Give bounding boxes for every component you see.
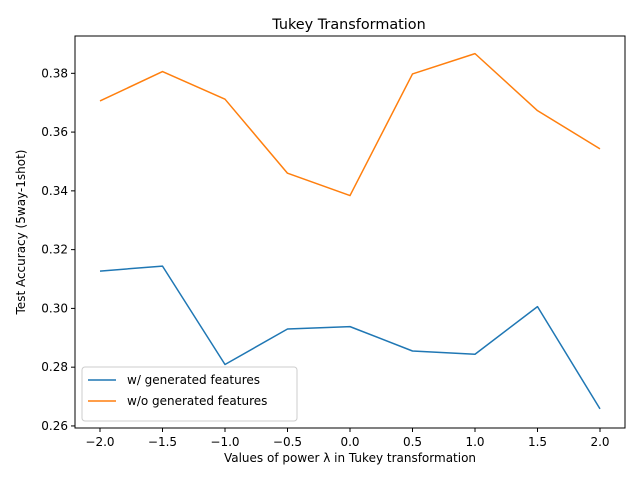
x-tick-label: −2.0 xyxy=(85,435,114,449)
x-tick-label: −1.5 xyxy=(148,435,177,449)
x-tick-label: −1.0 xyxy=(210,435,239,449)
legend-box xyxy=(81,366,298,422)
x-tick-label: 0.0 xyxy=(340,435,359,449)
series-line-2 xyxy=(99,52,601,197)
x-tick-label: 2.0 xyxy=(590,435,609,449)
y-tick-label: 0.36 xyxy=(41,125,68,139)
x-tick-label: 1.0 xyxy=(465,435,484,449)
y-axis-label: Test Accuracy (5way-1shot) xyxy=(14,150,28,316)
plot-lines xyxy=(99,52,601,410)
legend-label-series-2: w/o generated features xyxy=(127,394,267,408)
y-tick-label: 0.34 xyxy=(41,184,68,198)
series-line-1 xyxy=(99,265,601,410)
x-axis-ticks: −2.0 −1.5 −1.0 −0.5 0.0 0.5 1.0 1.5 2.0 xyxy=(85,428,610,449)
x-axis-label: Values of power λ in Tukey transformatio… xyxy=(224,451,476,465)
x-tick-label: 0.5 xyxy=(403,435,422,449)
chart-title: Tukey Transformation xyxy=(271,17,425,33)
y-tick-label: 0.30 xyxy=(41,301,68,315)
y-tick-label: 0.32 xyxy=(41,243,68,257)
y-tick-label: 0.26 xyxy=(41,419,68,433)
y-tick-label: 0.28 xyxy=(41,360,68,374)
x-tick-label: −0.5 xyxy=(273,435,302,449)
legend-label-series-1: w/ generated features xyxy=(127,373,260,387)
y-tick-label: 0.38 xyxy=(41,66,68,80)
y-axis-ticks: 0.26 0.28 0.30 0.32 0.34 0.36 0.38 xyxy=(41,66,75,433)
legend: w/ generated features w/o generated feat… xyxy=(81,366,298,422)
x-tick-label: 1.5 xyxy=(528,435,547,449)
